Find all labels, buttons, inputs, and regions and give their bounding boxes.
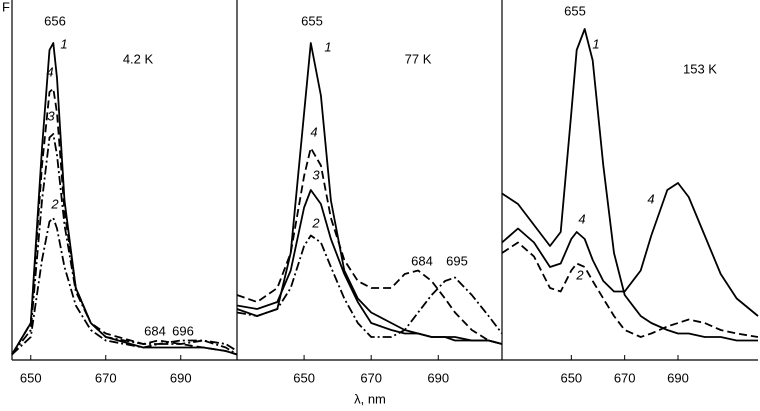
spectrum-line	[11, 217, 238, 356]
x-tick-label: 670	[614, 370, 636, 385]
panel-title: 77 K	[405, 51, 432, 66]
curve-label: 1	[592, 36, 599, 51]
curve-label: 4	[647, 191, 654, 206]
curve-label: 3	[47, 108, 55, 123]
x-tick-label: 690	[427, 370, 449, 385]
spectrum-line	[236, 189, 503, 345]
x-tick-label: 650	[20, 370, 42, 385]
x-tick-label: 650	[560, 370, 582, 385]
spectrum-line	[11, 133, 238, 356]
panel-title: 4.2 K	[123, 51, 154, 66]
curve-label: 1	[60, 36, 67, 51]
annotation: 696	[172, 323, 194, 338]
spectrum-line	[236, 147, 503, 345]
curve-label: 4	[46, 64, 53, 79]
x-axis-label: λ, nm	[354, 391, 386, 406]
curve-label: 1	[324, 39, 331, 54]
curve-label: 4	[310, 124, 317, 139]
spectrum-line	[11, 87, 238, 356]
figure-label: F	[2, 0, 10, 14]
spectrum-line	[501, 182, 759, 317]
x-tick-label: 690	[667, 370, 689, 385]
x-tick-label: 670	[95, 370, 117, 385]
x-tick-label: 650	[293, 370, 315, 385]
annotation: 655	[564, 3, 586, 18]
curve-label: 4	[578, 211, 585, 226]
spectrum-line	[11, 42, 238, 356]
annotation: 684	[144, 323, 166, 338]
curve-label: 3	[312, 167, 320, 182]
spectrum-line	[501, 241, 759, 338]
x-tick-label: 690	[170, 370, 192, 385]
spectrum-line	[236, 42, 503, 345]
annotation: 695	[446, 253, 468, 268]
curve-label: 2	[50, 196, 59, 211]
annotation: 655	[301, 13, 323, 28]
annotation: 684	[411, 253, 433, 268]
x-tick-label: 670	[360, 370, 382, 385]
annotation: 656	[44, 13, 66, 28]
spectrum-line	[501, 28, 758, 342]
spectrum-line	[236, 234, 503, 338]
curve-label: 2	[311, 215, 320, 230]
curve-label: 2	[575, 267, 584, 282]
panel-title: 153 K	[683, 61, 717, 76]
